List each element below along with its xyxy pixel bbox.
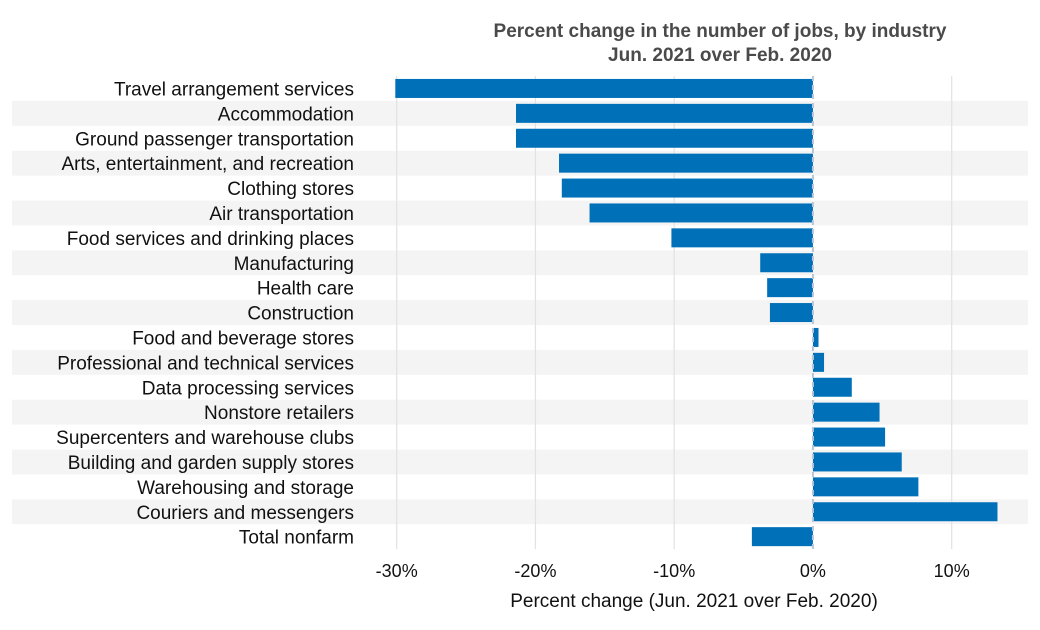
bar bbox=[812, 452, 902, 472]
gridlines bbox=[396, 76, 953, 550]
bar bbox=[812, 502, 998, 522]
x-tick-label: 0% bbox=[800, 561, 826, 581]
category-label: Professional and technical services bbox=[57, 353, 354, 374]
category-label: Air transportation bbox=[209, 204, 354, 225]
bar bbox=[760, 253, 813, 273]
category-label: Building and garden supply stores bbox=[68, 453, 354, 474]
bar bbox=[767, 278, 813, 298]
bar bbox=[589, 203, 813, 223]
bar bbox=[671, 228, 813, 248]
category-label: Arts, entertainment, and recreation bbox=[61, 154, 354, 175]
bar bbox=[812, 477, 919, 497]
category-label: Couriers and messengers bbox=[136, 503, 354, 524]
row-band bbox=[12, 300, 1028, 325]
category-label: Travel arrangement services bbox=[114, 79, 354, 100]
bars bbox=[395, 78, 998, 547]
bar bbox=[516, 128, 813, 148]
category-label: Warehousing and storage bbox=[137, 478, 354, 499]
bar bbox=[516, 103, 813, 123]
bar bbox=[812, 402, 880, 422]
row-bands bbox=[12, 100, 1028, 525]
x-tick-labels: -30% -20% -10% 0% 10% bbox=[376, 561, 970, 581]
category-label: Clothing stores bbox=[227, 179, 354, 200]
bar bbox=[812, 427, 886, 447]
category-label: Manufacturing bbox=[234, 254, 354, 275]
bar bbox=[812, 377, 852, 397]
bar bbox=[561, 178, 813, 198]
x-tick-label: -30% bbox=[376, 561, 418, 581]
x-tick-label: 10% bbox=[934, 561, 970, 581]
x-tick-label: -20% bbox=[514, 561, 556, 581]
row-band bbox=[12, 250, 1028, 276]
category-label: Health care bbox=[257, 279, 354, 300]
category-label: Nonstore retailers bbox=[204, 403, 354, 424]
bar bbox=[769, 303, 813, 323]
category-label: Food services and drinking places bbox=[67, 229, 354, 250]
x-tick-label: -10% bbox=[653, 561, 695, 581]
category-labels: Travel arrangement services Accommodation… bbox=[56, 79, 354, 548]
category-label: Data processing services bbox=[142, 378, 354, 399]
category-label: Construction bbox=[247, 304, 354, 325]
row-band bbox=[12, 349, 1028, 375]
chart-title: Percent change in the number of jobs, by… bbox=[494, 21, 947, 42]
category-label: Accommodation bbox=[218, 104, 354, 125]
bar bbox=[559, 153, 813, 173]
bar bbox=[812, 352, 825, 372]
bar bbox=[812, 327, 819, 347]
chart-subtitle: Jun. 2021 over Feb. 2020 bbox=[608, 45, 832, 66]
category-label: Total nonfarm bbox=[239, 528, 354, 549]
row-band bbox=[12, 200, 1028, 226]
category-label: Ground passenger transportation bbox=[75, 129, 354, 150]
row-band bbox=[12, 150, 1028, 176]
category-label: Food and beverage stores bbox=[132, 328, 354, 349]
category-label: Supercenters and warehouse clubs bbox=[56, 428, 354, 449]
bar bbox=[751, 527, 813, 547]
bar bbox=[395, 78, 813, 98]
x-axis-label: Percent change (Jun. 2021 over Feb. 2020… bbox=[510, 591, 878, 612]
